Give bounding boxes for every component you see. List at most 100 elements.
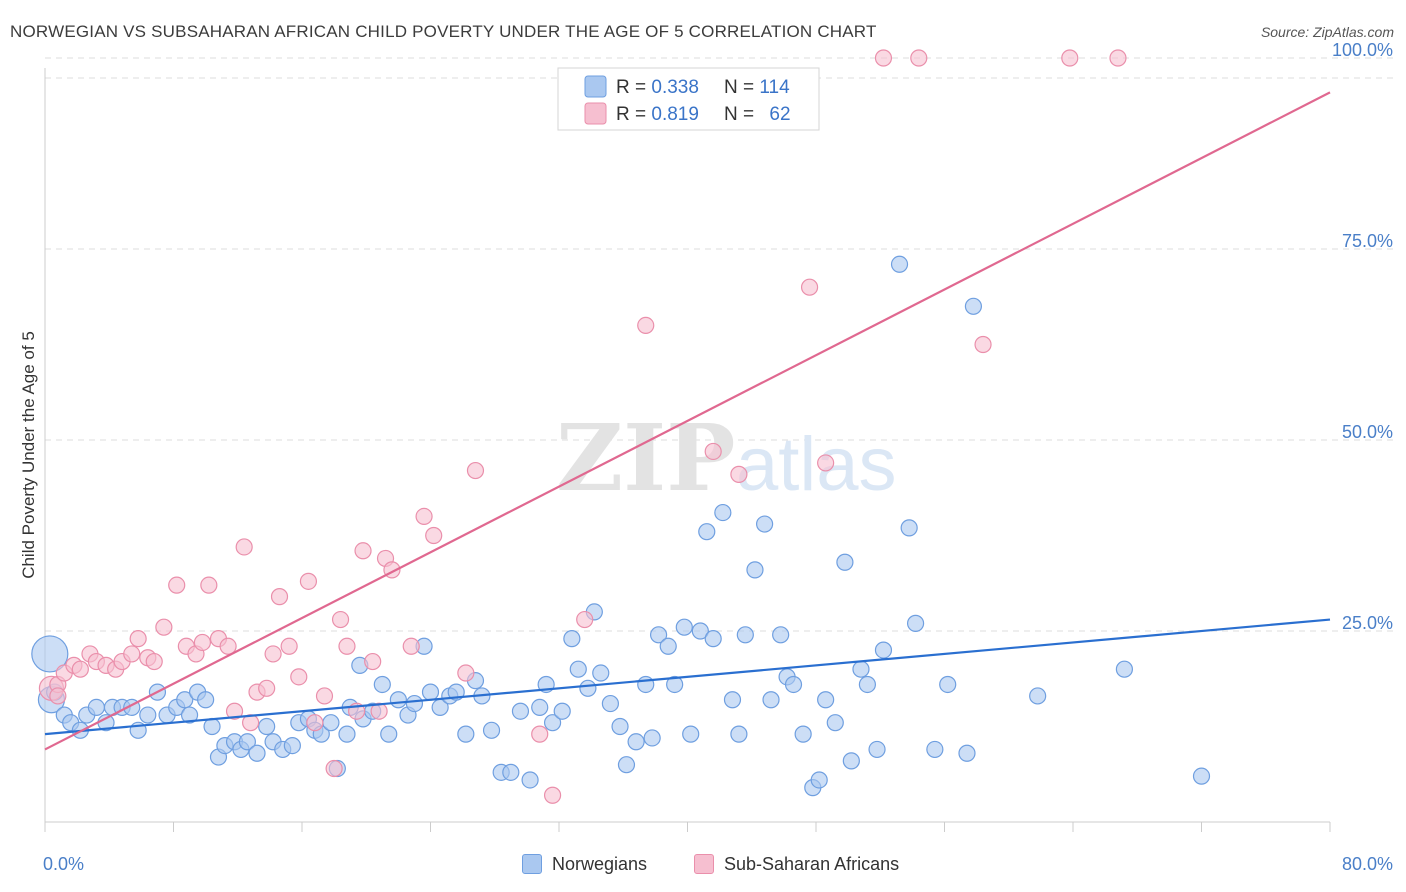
legend-label-subsaharan: Sub-Saharan Africans — [724, 853, 900, 874]
point-norwegians-103 — [868, 740, 886, 759]
point-subsaharan-54 — [800, 278, 819, 296]
point-norwegians-86 — [730, 725, 748, 743]
point-subsaharan-55 — [817, 454, 835, 472]
point-norwegians-99 — [836, 553, 854, 571]
point-subsaharan-48 — [531, 725, 549, 743]
legend-item-norwegians: Norwegians — [522, 850, 647, 878]
point-subsaharan-27 — [264, 645, 282, 663]
point-subsaharan-10 — [123, 645, 141, 663]
legend-n-value-2: 62 — [769, 104, 790, 125]
point-subsaharan-26 — [258, 679, 276, 697]
legend-r-value-2: 0.819 — [651, 104, 699, 125]
point-subsaharan-18 — [193, 633, 212, 652]
point-subsaharan-51 — [637, 316, 655, 334]
legend-r-label-1: R = — [616, 77, 651, 98]
point-norwegians-65 — [563, 630, 581, 648]
point-subsaharan-61 — [49, 687, 67, 705]
point-subsaharan-23 — [235, 538, 253, 556]
y-axis-label: Child Poverty Under the Age of 5 — [19, 331, 38, 579]
point-subsaharan-19 — [200, 576, 218, 594]
watermark-zip: ZIP — [556, 404, 735, 512]
y-tick-label-3: 100.0% — [1332, 40, 1393, 60]
point-norwegians-75 — [643, 729, 661, 747]
point-subsaharan-13 — [145, 652, 163, 671]
point-norwegians-101 — [852, 660, 870, 678]
point-norwegians-83 — [704, 630, 722, 648]
point-norwegians-38 — [338, 725, 356, 743]
tick-labels: 25.0% 50.0% 75.0% 100.0% 0.0% 80.0% — [43, 40, 1393, 874]
svg-text:N = 114: N = 114 — [724, 77, 790, 98]
point-norwegians-89 — [755, 515, 774, 533]
point-norwegians-0 — [31, 635, 69, 673]
point-subsaharan-50 — [576, 610, 594, 629]
point-subsaharan-58 — [974, 335, 992, 354]
legend-r-value-1: 0.338 — [651, 77, 699, 98]
point-subsaharan-29 — [280, 637, 298, 655]
point-norwegians-109 — [939, 675, 957, 694]
point-norwegians-105 — [890, 255, 909, 273]
point-norwegians-96 — [810, 771, 828, 789]
point-subsaharan-22 — [225, 702, 244, 720]
series-legend: Norwegians Sub-Saharan Africans — [0, 850, 1406, 878]
point-subsaharan-60 — [1109, 49, 1127, 67]
point-norwegians-104 — [874, 641, 893, 659]
point-norwegians-61 — [531, 698, 549, 717]
point-norwegians-113 — [1115, 660, 1134, 678]
point-norwegians-66 — [569, 660, 587, 678]
point-norwegians-107 — [906, 614, 925, 632]
point-norwegians-81 — [691, 622, 709, 640]
point-subsaharan-14 — [155, 618, 173, 636]
legend-swatch-norwegians — [584, 75, 607, 98]
point-norwegians-112 — [1029, 687, 1047, 705]
point-norwegians-58 — [502, 763, 520, 781]
point-subsaharan-59 — [1061, 49, 1079, 67]
point-norwegians-111 — [964, 297, 983, 315]
point-subsaharan-39 — [364, 652, 382, 671]
data-points — [31, 49, 1211, 804]
legend-n-value-1: 114 — [759, 77, 790, 98]
point-subsaharan-31 — [299, 572, 318, 590]
point-norwegians-36 — [322, 714, 340, 732]
legend-swatch-norwegians-bottom — [522, 854, 542, 874]
point-norwegians-45 — [389, 691, 407, 709]
chart-title: NORWEGIAN VS SUBSAHARAN AFRICAN CHILD PO… — [10, 22, 877, 41]
point-norwegians-18 — [180, 706, 199, 724]
point-subsaharan-4 — [71, 660, 89, 678]
point-norwegians-88 — [746, 561, 764, 579]
point-subsaharan-49 — [543, 786, 562, 804]
point-norwegians-97 — [817, 691, 835, 709]
legend-r-label-2: R = — [616, 104, 651, 125]
point-subsaharan-57 — [910, 49, 928, 67]
point-norwegians-90 — [762, 691, 780, 709]
point-norwegians-69 — [592, 664, 610, 682]
point-subsaharan-30 — [290, 668, 308, 686]
point-norwegians-82 — [698, 523, 716, 541]
point-subsaharan-34 — [325, 759, 343, 778]
stats-legend: R = 0.338 N = 114 R = 0.819 N = 62 — [557, 67, 820, 131]
point-subsaharan-28 — [270, 588, 289, 606]
point-norwegians-49 — [421, 683, 440, 701]
point-norwegians-93 — [784, 675, 803, 694]
point-subsaharan-44 — [415, 507, 433, 526]
legend-n-label-2: N = — [724, 104, 759, 125]
point-subsaharan-21 — [219, 637, 237, 655]
point-subsaharan-15 — [168, 576, 186, 594]
point-norwegians-17 — [176, 691, 194, 709]
watermark: ZIP atlas — [556, 404, 897, 512]
legend-n-label-1: N = — [724, 77, 759, 98]
watermark-atlas: atlas — [736, 422, 897, 507]
point-norwegians-106 — [900, 519, 918, 537]
point-norwegians-59 — [511, 702, 530, 720]
point-norwegians-67 — [579, 679, 597, 697]
point-subsaharan-47 — [466, 461, 485, 480]
point-subsaharan-53 — [730, 465, 748, 483]
point-subsaharan-43 — [402, 637, 420, 655]
x-tick-label-1: 80.0% — [1342, 854, 1393, 874]
point-norwegians-110 — [958, 744, 976, 762]
point-subsaharan-24 — [242, 714, 260, 732]
svg-text:R = 0.819: R = 0.819 — [616, 104, 699, 125]
svg-text:N = 62: N = 62 — [724, 104, 791, 125]
point-subsaharan-52 — [704, 442, 722, 461]
point-norwegians-28 — [258, 717, 276, 736]
point-norwegians-21 — [203, 717, 221, 736]
